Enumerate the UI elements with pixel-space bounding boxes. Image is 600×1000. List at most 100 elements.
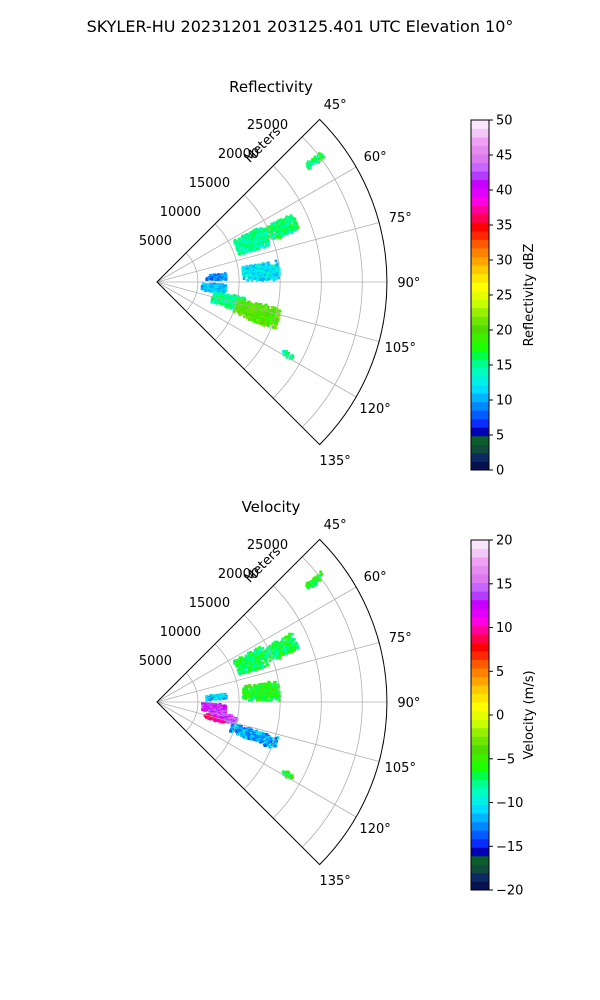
echo-cell [266, 692, 270, 695]
echo-cell [248, 301, 252, 304]
azimuth-tick-label: 90° [397, 276, 420, 291]
echo-cell [211, 277, 215, 281]
echo-cell [265, 741, 269, 744]
colorbar-tick-label: 20 [496, 324, 513, 339]
echo-cell [243, 690, 247, 694]
echo-cell [243, 311, 247, 315]
echo-cell [269, 698, 272, 702]
echo-cell [283, 647, 287, 651]
echo-cell [239, 242, 243, 245]
echo-cell [242, 251, 246, 255]
echo-cell [252, 276, 255, 279]
echo-cell [290, 216, 294, 220]
echo-cell [228, 720, 232, 724]
echo-cell [262, 324, 266, 327]
echo-cell [250, 668, 254, 671]
echo-cell [235, 308, 239, 312]
echo-cell [261, 693, 265, 697]
echo-cell [243, 241, 247, 245]
echo-cell [229, 306, 232, 310]
colorbar-segment [471, 137, 489, 147]
echo-cell [314, 581, 318, 585]
echo-cell [251, 272, 254, 276]
echo-cell [268, 681, 272, 685]
echo-cell [265, 231, 269, 235]
echo-cell [262, 686, 266, 690]
echo-cell [255, 647, 258, 651]
echo-cell [264, 240, 268, 244]
echo-cell [260, 662, 263, 666]
echo-cell [238, 656, 242, 660]
echo-cell [254, 668, 257, 672]
colorbar-segment [471, 753, 489, 763]
colorbar-segment [471, 444, 489, 454]
echo-cell [211, 290, 215, 293]
echo-cell [265, 278, 269, 282]
echo-cell [307, 167, 311, 170]
echo-cell [248, 267, 252, 270]
echo-cell [318, 578, 322, 582]
echo-cell [218, 697, 222, 701]
echo-cell [286, 635, 289, 639]
colorbar-segment [471, 248, 489, 257]
colorbar-tick-label: 35 [496, 219, 513, 234]
echo-cell [223, 272, 227, 275]
echo-cell [253, 656, 257, 660]
figure-title: SKYLER-HU 20231201 203125.401 UTC Elevat… [87, 17, 514, 36]
echo-cell [235, 240, 239, 243]
colorbar-segment [471, 179, 489, 189]
echo-cell [250, 303, 254, 306]
echo-cell [251, 668, 255, 672]
echo-cell [261, 309, 265, 313]
echo-cell [288, 650, 291, 654]
echo-cell [282, 651, 286, 654]
echo-cell [255, 278, 259, 282]
colorbar-segment [471, 410, 489, 420]
echo-cell [313, 155, 317, 159]
echo-cell [242, 277, 246, 280]
echo-cell [250, 230, 253, 234]
echo-cell [267, 240, 271, 244]
echo-cell [319, 158, 323, 161]
echo-cell [322, 155, 325, 159]
echo-cell [253, 650, 257, 654]
colorbar-segment [471, 196, 489, 206]
reflectivity-panel: Reflectivity 5000 10000 15000 20000 25000 45° 6… [139, 78, 537, 479]
echo-cell [258, 229, 262, 233]
colorbar-tick-label: 50 [496, 114, 513, 129]
echo-cell [309, 163, 312, 167]
colorbar-segment [471, 265, 489, 275]
echo-cell [262, 245, 266, 249]
echo-cell [237, 311, 240, 314]
colorbar-segment [471, 557, 489, 567]
echo-cell [291, 642, 294, 646]
echo-cell [267, 736, 271, 739]
echo-cell [252, 247, 255, 251]
echo-cell [204, 288, 207, 292]
echo-cell [268, 644, 272, 648]
echo-cell [291, 355, 295, 358]
echo-cell [234, 304, 238, 307]
echo-cell [273, 322, 277, 325]
range-tick-label: 15000 [189, 176, 230, 191]
colorbar-tick-label: 30 [496, 254, 513, 269]
echo-cell [287, 637, 290, 641]
range-tick-label: 5000 [139, 234, 172, 249]
echo-cell [239, 658, 243, 662]
range-tick-label: 10000 [160, 625, 201, 640]
echo-cell [244, 267, 247, 271]
echo-cell [224, 304, 228, 308]
colorbar-segment [471, 205, 489, 215]
echo-cell [263, 227, 266, 231]
echo-cell [247, 737, 251, 740]
echo-cell [215, 301, 219, 305]
echo-cell [251, 689, 254, 692]
echo-cell [207, 698, 211, 701]
echo-cell [260, 306, 264, 310]
azimuth-tick-label: 90° [397, 696, 420, 711]
echo-cell [263, 234, 267, 237]
echo-cell [288, 221, 292, 225]
echo-cell [256, 275, 259, 278]
colorbar-segment [471, 625, 489, 635]
echo-cell [270, 306, 274, 309]
